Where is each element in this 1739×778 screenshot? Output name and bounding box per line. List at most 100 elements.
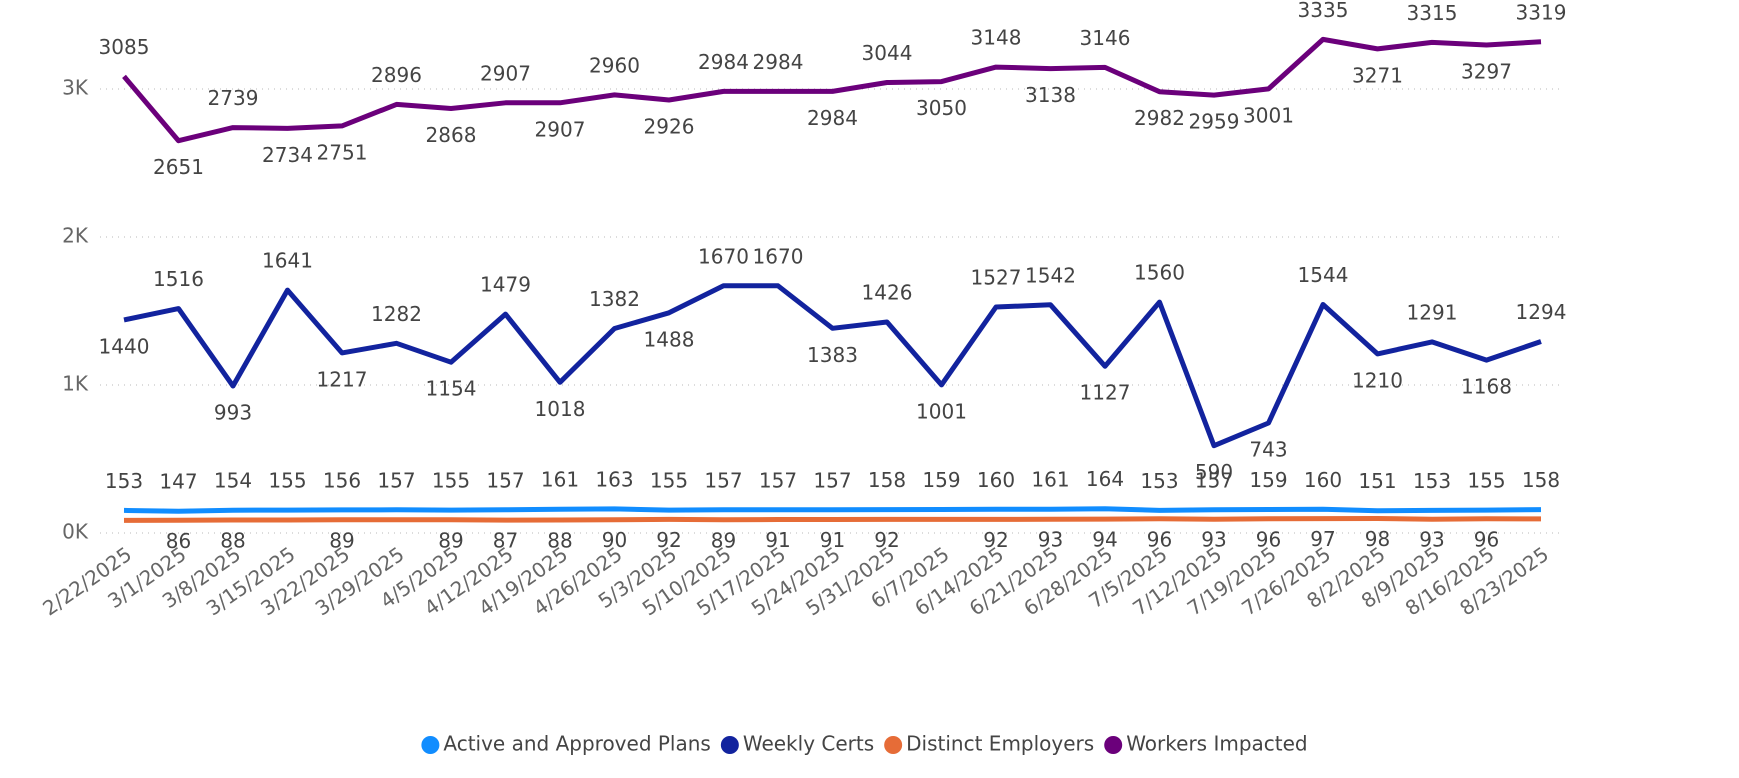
data-label: 1282 (371, 302, 422, 326)
data-label: 2982 (1134, 106, 1185, 130)
data-label: 88 (547, 528, 572, 552)
data-label: 87 (493, 529, 518, 553)
data-label: 2907 (480, 61, 531, 85)
data-label: 164 (1086, 467, 1124, 491)
data-label: 98 (1365, 527, 1390, 551)
legend-label: Workers Impacted (1126, 732, 1307, 756)
series: 1440151699316411217128211541479101813821… (99, 244, 1567, 484)
data-label: 1670 (753, 244, 804, 268)
data-label: 1527 (971, 266, 1022, 290)
data-label: 153 (1413, 469, 1451, 493)
data-label: 91 (765, 528, 790, 552)
legend-marker (1104, 736, 1123, 754)
data-label: 156 (323, 468, 361, 492)
data-label: 2984 (753, 50, 804, 74)
series: 86 88 89 89 87 88 90 92 89 91 91 92 92 93 94 96 93 96 97 98… (123, 516, 1542, 553)
data-label: 3085 (99, 35, 150, 59)
data-label: 155 (268, 469, 306, 493)
data-label: 86 (166, 529, 191, 553)
data-label: 3001 (1243, 103, 1294, 127)
legend-label: Active and Approved Plans (443, 732, 710, 756)
data-label: 155 (432, 469, 470, 493)
data-label: 90 (602, 528, 627, 552)
data-label: 163 (595, 467, 633, 491)
data-label: 3315 (1407, 1, 1458, 25)
data-label: 1544 (1298, 263, 1349, 287)
data-label: 743 (1249, 438, 1287, 462)
data-label: 1018 (535, 397, 586, 421)
legend-marker (421, 736, 440, 754)
data-label: 93 (1201, 528, 1226, 552)
data-label: 91 (820, 528, 845, 552)
data-label: 159 (1249, 468, 1287, 492)
data-label: 96 (1474, 527, 1499, 551)
data-label: 2734 (262, 143, 313, 167)
data-label: 157 (486, 468, 524, 492)
data-label: 1641 (262, 249, 313, 273)
data-label: 89 (711, 528, 736, 552)
data-label: 3319 (1516, 0, 1567, 24)
data-label: 159 (922, 468, 960, 492)
line (123, 506, 1542, 514)
data-label: 1383 (807, 343, 858, 367)
data-label: 3271 (1352, 63, 1403, 87)
line (123, 283, 1542, 449)
data-label: 153 (1140, 469, 1178, 493)
data-label: 1440 (99, 334, 150, 358)
data-label: 1479 (480, 273, 531, 297)
data-label: 161 (1031, 468, 1069, 492)
data-label: 1127 (1080, 381, 1131, 405)
data-label: 1001 (916, 399, 967, 423)
data-label: 2984 (807, 106, 858, 130)
data-label: 1516 (153, 267, 204, 291)
data-label: 2984 (698, 50, 749, 74)
line (123, 516, 1542, 523)
series: 153 147 154 155 156 157 155 157 161 163 155 157 157 1… (105, 467, 1560, 514)
data-label: 2739 (208, 86, 259, 110)
data-label: 2896 (371, 63, 422, 87)
data-label: 1670 (698, 244, 749, 268)
data-label: 151 (1358, 469, 1396, 493)
data-label: 1560 (1134, 261, 1185, 285)
data-label: 3148 (971, 26, 1022, 50)
data-label: 88 (220, 528, 245, 552)
legend-marker (720, 736, 739, 754)
data-label: 157 (759, 468, 797, 492)
y-tick-label: 3K (62, 76, 89, 100)
series: 3085 2651 2739 2734 2751 2896 2868 2907 2907 2960… (99, 0, 1567, 179)
data-label: 92 (983, 528, 1008, 552)
data-label: 2868 (426, 123, 477, 147)
data-label: 155 (650, 469, 688, 493)
data-label: 993 (214, 401, 252, 425)
data-label: 157 (377, 468, 415, 492)
data-label: 96 (1147, 527, 1172, 551)
data-label: 2907 (535, 117, 586, 141)
data-label: 160 (1304, 468, 1342, 492)
data-label: 3146 (1080, 26, 1131, 50)
line (122, 36, 1542, 144)
data-label: 590 (1195, 460, 1233, 484)
data-label: 157 (813, 468, 851, 492)
data-label: 155 (1467, 469, 1505, 493)
data-label: 94 (1092, 528, 1117, 552)
data-label: 2960 (589, 53, 640, 77)
data-label: 2959 (1189, 110, 1240, 134)
data-label: 3335 (1298, 0, 1349, 22)
data-label: 89 (329, 528, 354, 552)
data-label: 3050 (916, 96, 967, 120)
data-label: 157 (704, 468, 742, 492)
y-tick-label: 0K (62, 520, 89, 544)
data-label: 161 (541, 468, 579, 492)
data-label: 92 (656, 528, 681, 552)
data-label: 2651 (153, 155, 204, 179)
data-label: 93 (1419, 528, 1444, 552)
legend: Active and Approved Plans Weekly Certs Dis… (421, 732, 1308, 756)
y-tick-label: 1K (62, 372, 89, 396)
data-label: 1154 (426, 377, 477, 401)
data-label: 2926 (644, 114, 695, 138)
data-label: 89 (438, 528, 463, 552)
data-label: 93 (1038, 528, 1063, 552)
data-label: 157 (1195, 468, 1233, 492)
data-label: 147 (159, 470, 197, 494)
